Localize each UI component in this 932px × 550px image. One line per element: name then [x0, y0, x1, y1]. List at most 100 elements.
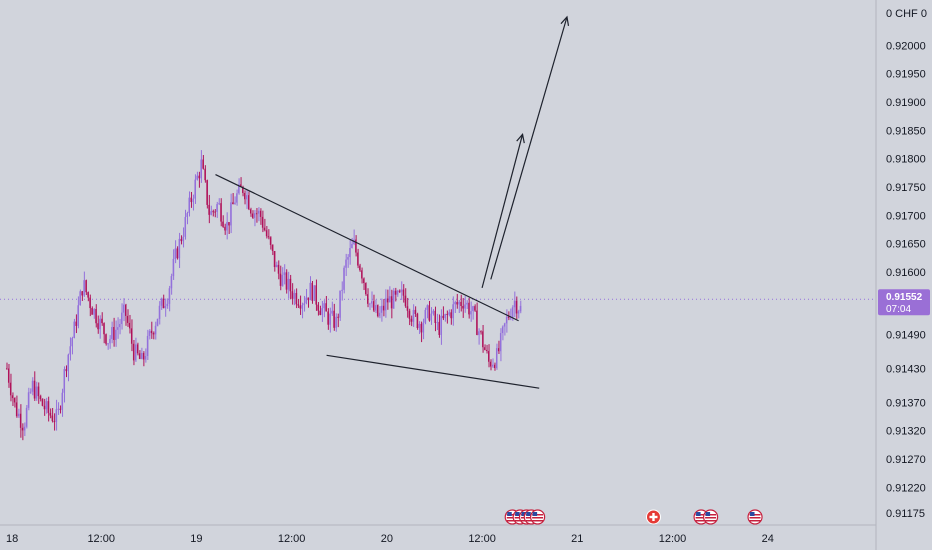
candle[interactable] [442, 306, 444, 321]
candle[interactable] [490, 359, 492, 371]
candle[interactable] [222, 215, 224, 228]
candle[interactable] [317, 302, 319, 316]
candle[interactable] [341, 281, 343, 301]
candle[interactable] [271, 244, 274, 256]
candle[interactable] [513, 291, 516, 318]
candle[interactable] [404, 288, 407, 308]
candle[interactable] [170, 273, 173, 295]
candle[interactable] [67, 353, 69, 382]
candle[interactable] [111, 321, 113, 344]
candle[interactable] [505, 309, 508, 333]
candle[interactable] [202, 155, 204, 170]
candle[interactable] [440, 309, 442, 345]
candle[interactable] [160, 297, 163, 310]
candle[interactable] [372, 294, 375, 313]
candle[interactable] [408, 308, 411, 326]
candle[interactable] [412, 304, 415, 327]
candle[interactable] [486, 344, 488, 354]
candle[interactable] [19, 404, 22, 438]
candle[interactable] [337, 313, 339, 328]
candle[interactable] [105, 333, 107, 346]
candle[interactable] [63, 366, 66, 403]
candle[interactable] [374, 299, 377, 314]
candle[interactable] [402, 284, 405, 303]
candle[interactable] [436, 313, 438, 331]
candle[interactable] [113, 317, 115, 347]
candle[interactable] [188, 191, 190, 217]
candle[interactable] [313, 285, 315, 302]
candle[interactable] [172, 249, 175, 280]
candle[interactable] [45, 397, 48, 414]
candle[interactable] [493, 362, 496, 371]
candle[interactable] [503, 322, 506, 336]
candle[interactable] [150, 321, 153, 339]
candle[interactable] [220, 198, 222, 227]
candle[interactable] [99, 315, 101, 339]
candle[interactable] [297, 298, 300, 308]
candle[interactable] [369, 302, 371, 310]
candle[interactable] [81, 291, 83, 301]
candle[interactable] [370, 291, 373, 308]
candle[interactable] [85, 279, 87, 296]
candle[interactable] [345, 253, 347, 277]
candle[interactable] [156, 318, 159, 327]
candle[interactable] [204, 165, 206, 183]
candle[interactable] [5, 362, 8, 370]
candle[interactable] [384, 289, 387, 318]
candle[interactable] [468, 297, 470, 319]
candle[interactable] [495, 343, 498, 370]
candle[interactable] [240, 177, 242, 188]
candle[interactable] [311, 280, 313, 304]
candle[interactable] [476, 302, 478, 336]
candle[interactable] [509, 308, 512, 321]
candle[interactable] [517, 309, 520, 319]
candle[interactable] [49, 408, 52, 419]
candle[interactable] [480, 330, 482, 335]
candle[interactable] [305, 288, 308, 305]
candle[interactable] [107, 342, 109, 350]
candle[interactable] [248, 191, 250, 211]
candle[interactable] [450, 309, 452, 325]
candle[interactable] [115, 320, 117, 347]
candle[interactable] [174, 240, 177, 264]
candle[interactable] [232, 193, 234, 205]
candle[interactable] [291, 283, 294, 305]
candle[interactable] [251, 210, 254, 219]
candle[interactable] [192, 194, 194, 211]
candle[interactable] [158, 301, 161, 325]
candle[interactable] [47, 396, 50, 422]
candle[interactable] [123, 298, 125, 322]
candle[interactable] [41, 398, 44, 407]
candle[interactable] [194, 174, 196, 204]
candle[interactable] [212, 209, 214, 217]
candle[interactable] [420, 321, 423, 343]
candle[interactable] [182, 227, 185, 248]
candle[interactable] [71, 336, 73, 355]
candle[interactable] [359, 263, 361, 272]
candle[interactable] [259, 208, 262, 225]
candle[interactable] [448, 309, 450, 317]
candle[interactable] [35, 381, 38, 401]
candle[interactable] [363, 277, 365, 291]
candle[interactable] [208, 194, 210, 224]
candle[interactable] [218, 198, 220, 206]
candle[interactable] [144, 348, 147, 363]
price-axis[interactable]: 0 CHF 0 0.92000 0.91950 0.91900 0.91850 0.91… [875, 0, 927, 550]
candle[interactable] [474, 304, 476, 312]
candle[interactable] [283, 264, 286, 285]
candle[interactable] [396, 289, 399, 297]
candle[interactable] [130, 319, 133, 352]
candle[interactable] [93, 308, 95, 319]
candle[interactable] [164, 298, 167, 317]
candle[interactable] [249, 207, 252, 217]
candle[interactable] [11, 392, 14, 406]
candle[interactable] [75, 314, 77, 334]
candle[interactable] [166, 298, 169, 309]
us-event-icon[interactable] [703, 509, 719, 525]
candle[interactable] [53, 413, 56, 431]
candle[interactable] [273, 250, 276, 272]
candle[interactable] [327, 308, 329, 330]
candle[interactable] [65, 365, 68, 378]
candle[interactable] [418, 321, 421, 335]
